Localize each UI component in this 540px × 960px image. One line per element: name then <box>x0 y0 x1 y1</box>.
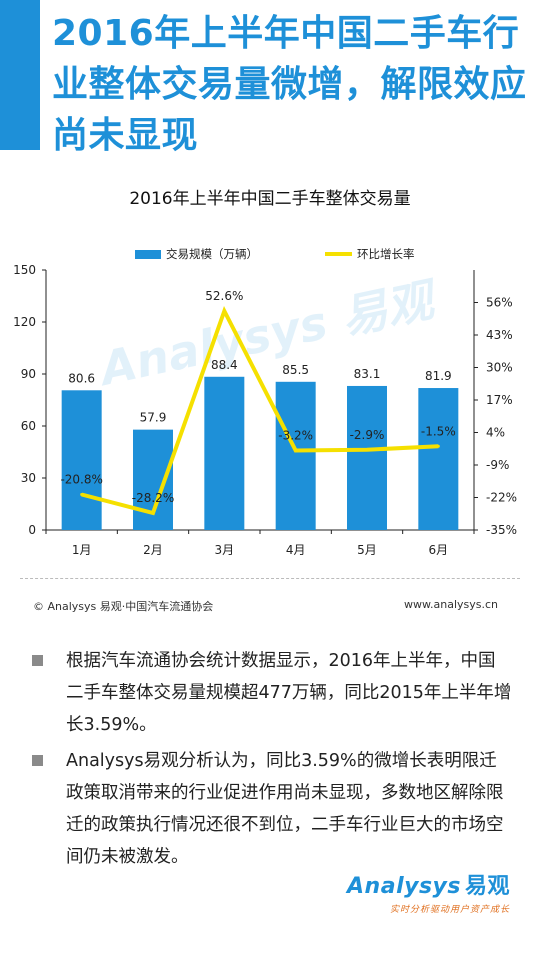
y-right-tick-label: 43% <box>486 328 513 342</box>
y-right-tick-label: 56% <box>486 296 513 310</box>
brand-logo-text: Analysys <box>347 874 461 899</box>
bullet-text: 根据汽车流通协会统计数据显示，2016年上半年，中国二手车整体交易量规模超477… <box>66 651 512 735</box>
y-right-tick-label: 4% <box>486 426 505 440</box>
x-tick-label: 6月 <box>429 543 449 557</box>
chart-title: 2016年上半年中国二手车整体交易量 <box>129 189 411 209</box>
line-data-label: -2.9% <box>350 428 385 442</box>
bullet-text: Analysys易观分析认为，同比3.59%的微增长表明限迁政策取消带来的行业促… <box>66 751 504 867</box>
header-accent-bar <box>0 0 40 150</box>
line-point <box>80 493 84 496</box>
brand-logo: Analysys 易观 <box>347 868 510 900</box>
bar <box>61 390 102 530</box>
y-right-tick-label: 17% <box>486 393 513 407</box>
y-left-tick-label: 120 <box>13 315 36 329</box>
bullet-item: Analysys易观分析认为，同比3.59%的微增长表明限迁政策取消带来的行业促… <box>32 745 512 873</box>
x-tick-label: 2月 <box>143 543 163 557</box>
line-point <box>436 444 440 448</box>
line-data-label: -3.2% <box>278 429 313 443</box>
bar <box>275 381 316 530</box>
bar-data-label: 85.5 <box>282 363 309 377</box>
line-data-label: -20.8% <box>60 473 102 487</box>
y-right-tick-label: -35% <box>486 523 517 537</box>
legend-line-label: 环比增长率 <box>357 247 415 261</box>
legend-bar-label: 交易规模（万辆） <box>166 247 258 261</box>
line-point <box>294 449 298 452</box>
x-tick-label: 3月 <box>215 543 235 557</box>
line-series <box>81 305 439 516</box>
x-tick-label: 5月 <box>357 543 377 557</box>
bullet-item: 根据汽车流通协会统计数据显示，2016年上半年，中国二手车整体交易量规模超477… <box>32 645 512 741</box>
brand-slogan: 实时分析驱动用户资产成长 <box>389 905 510 915</box>
y-right-tick-label: -22% <box>486 491 517 505</box>
line-data-label: -28.2% <box>132 491 174 505</box>
x-tick-label: 1月 <box>72 543 92 557</box>
bullet-square-icon <box>32 655 43 666</box>
y-left-tick-label: 90 <box>21 367 36 381</box>
bar-data-label: 81.9 <box>425 369 452 383</box>
bar-data-label: 88.4 <box>211 358 238 372</box>
x-tick-label: 4月 <box>286 543 306 557</box>
brand-logo-cn: 易观 <box>464 874 510 899</box>
bar <box>347 385 387 530</box>
bar-data-label: 57.9 <box>140 411 167 425</box>
y-left-tick-label: 30 <box>21 471 36 485</box>
bar-data-label: 83.1 <box>354 367 381 381</box>
bullet-list: 根据汽车流通协会统计数据显示，2016年上半年，中国二手车整体交易量规模超477… <box>32 645 512 877</box>
copyright-text: © Analysys 易观·中国汽车流通协会 <box>33 600 214 613</box>
bullet-square-icon <box>32 755 43 766</box>
legend-bar-swatch <box>135 250 161 259</box>
y-left-tick-label: 150 <box>13 263 36 277</box>
line-point <box>151 511 155 515</box>
line-data-label: -1.5% <box>421 424 456 438</box>
source-divider <box>20 578 520 579</box>
brand-logo-block: Analysys 易观 实时分析驱动用户资产成长 <box>347 868 510 915</box>
line-data-label: 52.6% <box>205 289 243 303</box>
bar <box>204 376 245 530</box>
bar-data-label: 80.6 <box>68 371 95 385</box>
y-left-tick-label: 0 <box>28 523 36 537</box>
page-headline: 2016年上半年中国二手车行业整体交易量微增，解限效应尚未显现 <box>52 13 527 156</box>
bar <box>418 388 459 530</box>
y-left-tick-label: 60 <box>21 419 36 433</box>
website-text: www.analysys.cn <box>404 598 498 611</box>
y-right-tick-label: 30% <box>486 361 513 375</box>
watermark-text: Analysys 易观 <box>93 272 444 397</box>
combo-chart: Analysys 易观 0 30 60 90 120 150 -35% -22% -9% 4% 17%… <box>13 247 517 557</box>
line-point <box>365 448 369 452</box>
line-point <box>222 309 226 313</box>
y-right-tick-label: -9% <box>486 458 509 472</box>
